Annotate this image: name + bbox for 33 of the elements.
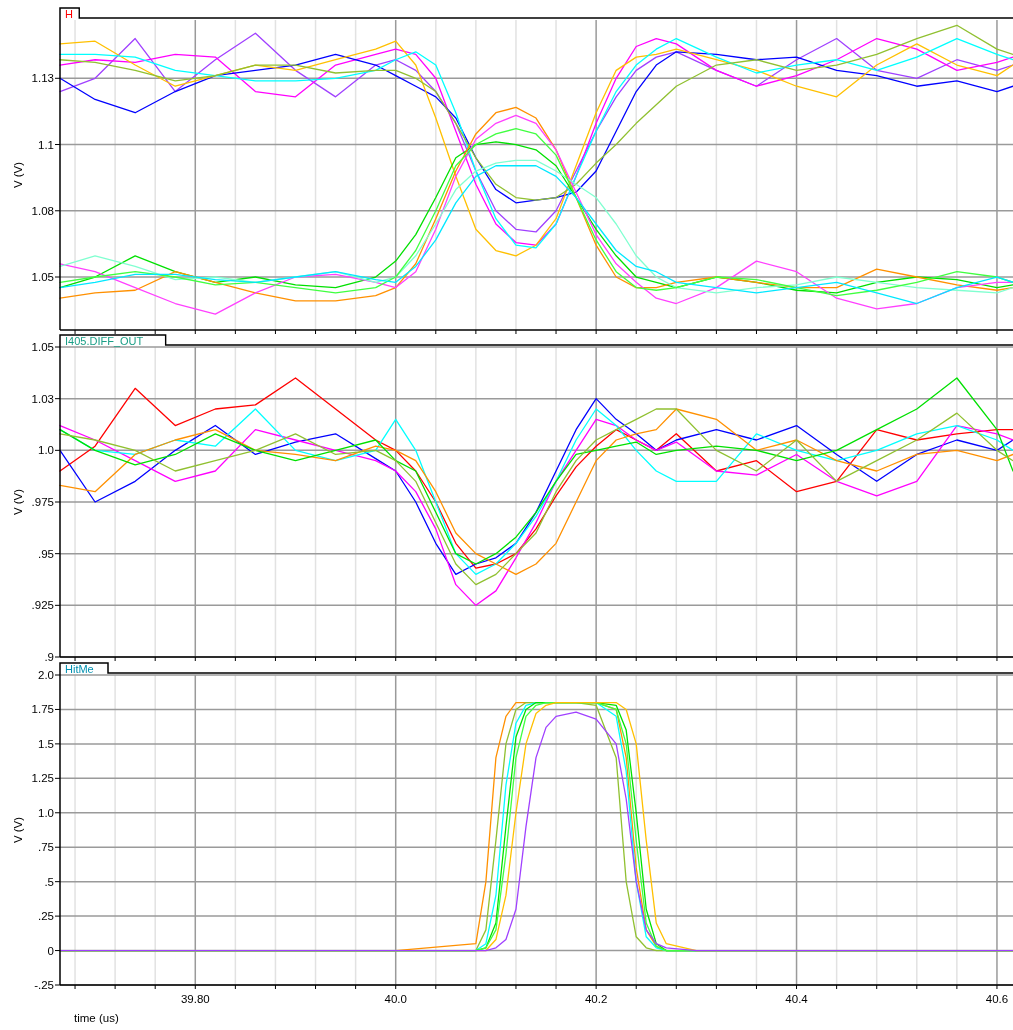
chart-title: H bbox=[65, 7, 73, 20]
y-tick-label: .75 bbox=[38, 841, 54, 854]
y-tick-label: 1.03 bbox=[31, 392, 54, 405]
y-tick-label: .925 bbox=[31, 599, 54, 612]
y-tick-label: .9 bbox=[44, 651, 54, 664]
y-axis-title: V (V) bbox=[12, 816, 24, 844]
x-axis-title: time (us) bbox=[74, 1012, 119, 1024]
y-tick-label: 1.05 bbox=[31, 271, 54, 284]
y-tick-label: -.25 bbox=[34, 979, 54, 992]
chart-title: HitMe bbox=[65, 662, 94, 675]
y-tick-label: .95 bbox=[38, 547, 54, 560]
y-tick-label: 1.75 bbox=[31, 703, 54, 716]
y-tick-label: .975 bbox=[31, 496, 54, 509]
y-tick-label: 2.0 bbox=[38, 669, 54, 682]
x-tick-label: 39.80 bbox=[180, 993, 210, 1005]
y-tick-label: 1.1 bbox=[38, 138, 54, 151]
y-tick-label: 1.08 bbox=[31, 204, 54, 217]
x-tick-label: 40.2 bbox=[584, 993, 608, 1005]
y-axis-title: V (V) bbox=[12, 161, 24, 189]
y-tick-label: 1.0 bbox=[38, 444, 54, 457]
x-tick-label: 40.4 bbox=[785, 993, 809, 1005]
x-tick-label: 40.6 bbox=[985, 993, 1009, 1005]
y-tick-label: 1.13 bbox=[31, 72, 54, 85]
y-tick-label: 1.05 bbox=[31, 341, 54, 354]
y-tick-label: 1.0 bbox=[38, 806, 54, 819]
x-tick-label: 40.0 bbox=[384, 993, 407, 1005]
y-tick-label: 0 bbox=[47, 944, 54, 957]
chart-title: I405.DIFF_OUT bbox=[65, 334, 144, 347]
y-tick-label: 1.5 bbox=[38, 737, 54, 750]
y-axis-title: V (V) bbox=[12, 488, 24, 516]
y-tick-label: .25 bbox=[38, 910, 54, 923]
y-tick-label: 1.25 bbox=[31, 772, 54, 785]
y-tick-label: .5 bbox=[44, 875, 54, 888]
